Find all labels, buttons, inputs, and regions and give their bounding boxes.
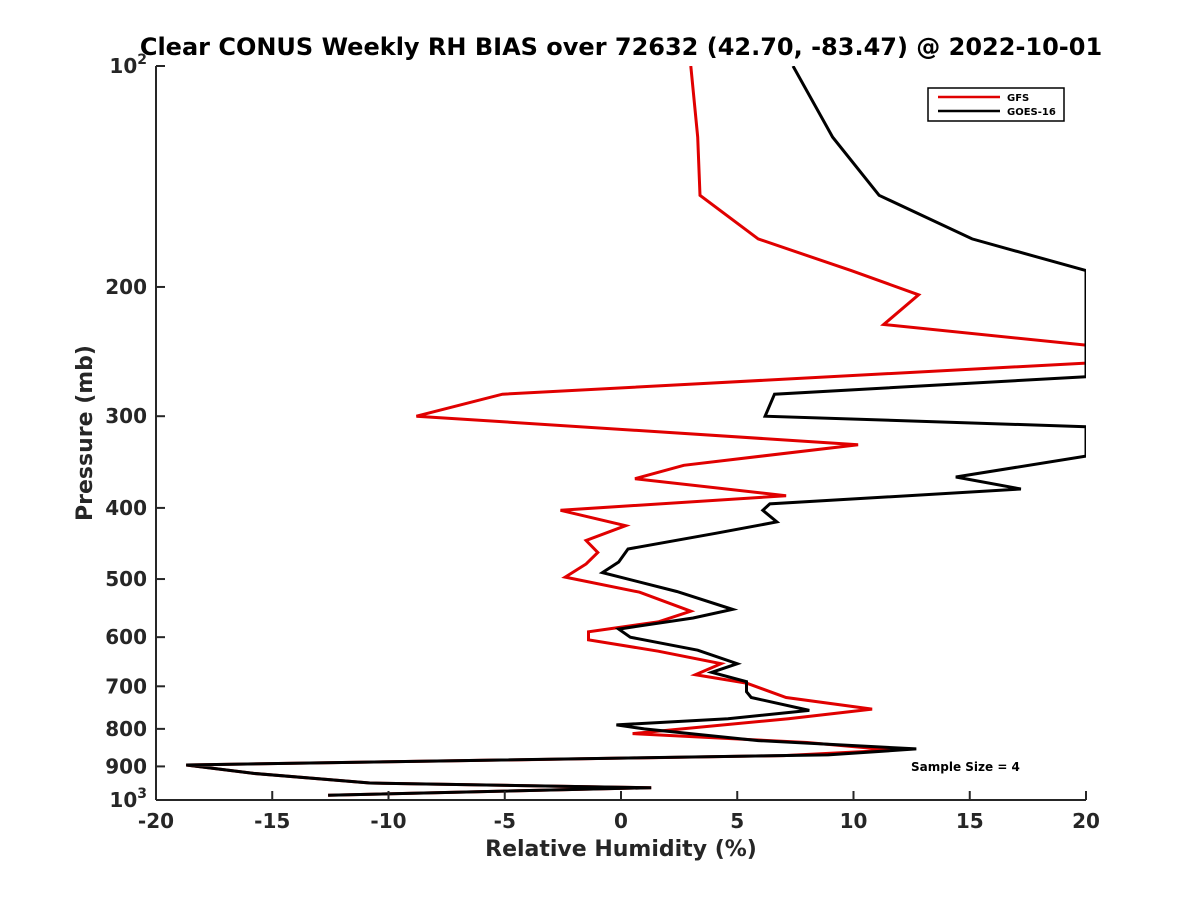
- y-tick-label: 400: [105, 496, 147, 520]
- series-line-gfs: [186, 66, 1086, 797]
- series-layer: [186, 66, 1086, 797]
- x-tick-label: -5: [494, 809, 516, 833]
- y-tick-label: 500: [105, 567, 147, 591]
- x-tick-label: 10: [840, 809, 868, 833]
- x-tick-label: 0: [614, 809, 628, 833]
- y-tick-label: 300: [105, 404, 147, 428]
- x-ticks: -20 -15 -10 -5 0 5 10 15 20: [138, 791, 1100, 833]
- y-tick-label: 700: [105, 674, 147, 698]
- legend-box: [927, 87, 1065, 122]
- legend-label-goes-16: GOES-16: [1007, 107, 1056, 118]
- x-tick-label: -10: [370, 809, 406, 833]
- x-tick-label: 20: [1072, 809, 1100, 833]
- y-ticks: 102 200 300 400 500 600 700 800 900 103: [105, 52, 165, 812]
- sample-size-annotation: Sample Size = 4: [911, 760, 1020, 774]
- y-tick-label: 900: [105, 754, 147, 778]
- y-tick-label: 600: [105, 625, 147, 649]
- axes-layer: [155, 66, 1086, 801]
- y-axis-label: Pressure (mb): [73, 345, 98, 521]
- x-tick-label: 15: [956, 809, 984, 833]
- y-tick-label: 800: [105, 717, 147, 741]
- x-axis-label: Relative Humidity (%): [485, 837, 757, 862]
- x-tick-label: 5: [730, 809, 744, 833]
- legend: GFS GOES-16: [927, 87, 1065, 122]
- chart-title: Clear CONUS Weekly RH BIAS over 72632 (4…: [140, 33, 1102, 61]
- plot-area: -20 -15 -10 -5 0 5 10 15 20 102 200 300 400 500 600 70…: [105, 52, 1100, 833]
- y-tick-label: 103: [109, 786, 147, 812]
- x-tick-label: -15: [254, 809, 290, 833]
- legend-label-gfs: GFS: [1007, 93, 1029, 104]
- x-tick-label: -20: [138, 809, 174, 833]
- series-line-goes-16: [186, 66, 1086, 797]
- y-tick-label: 200: [105, 275, 147, 299]
- y-tick-label: 102: [109, 52, 147, 78]
